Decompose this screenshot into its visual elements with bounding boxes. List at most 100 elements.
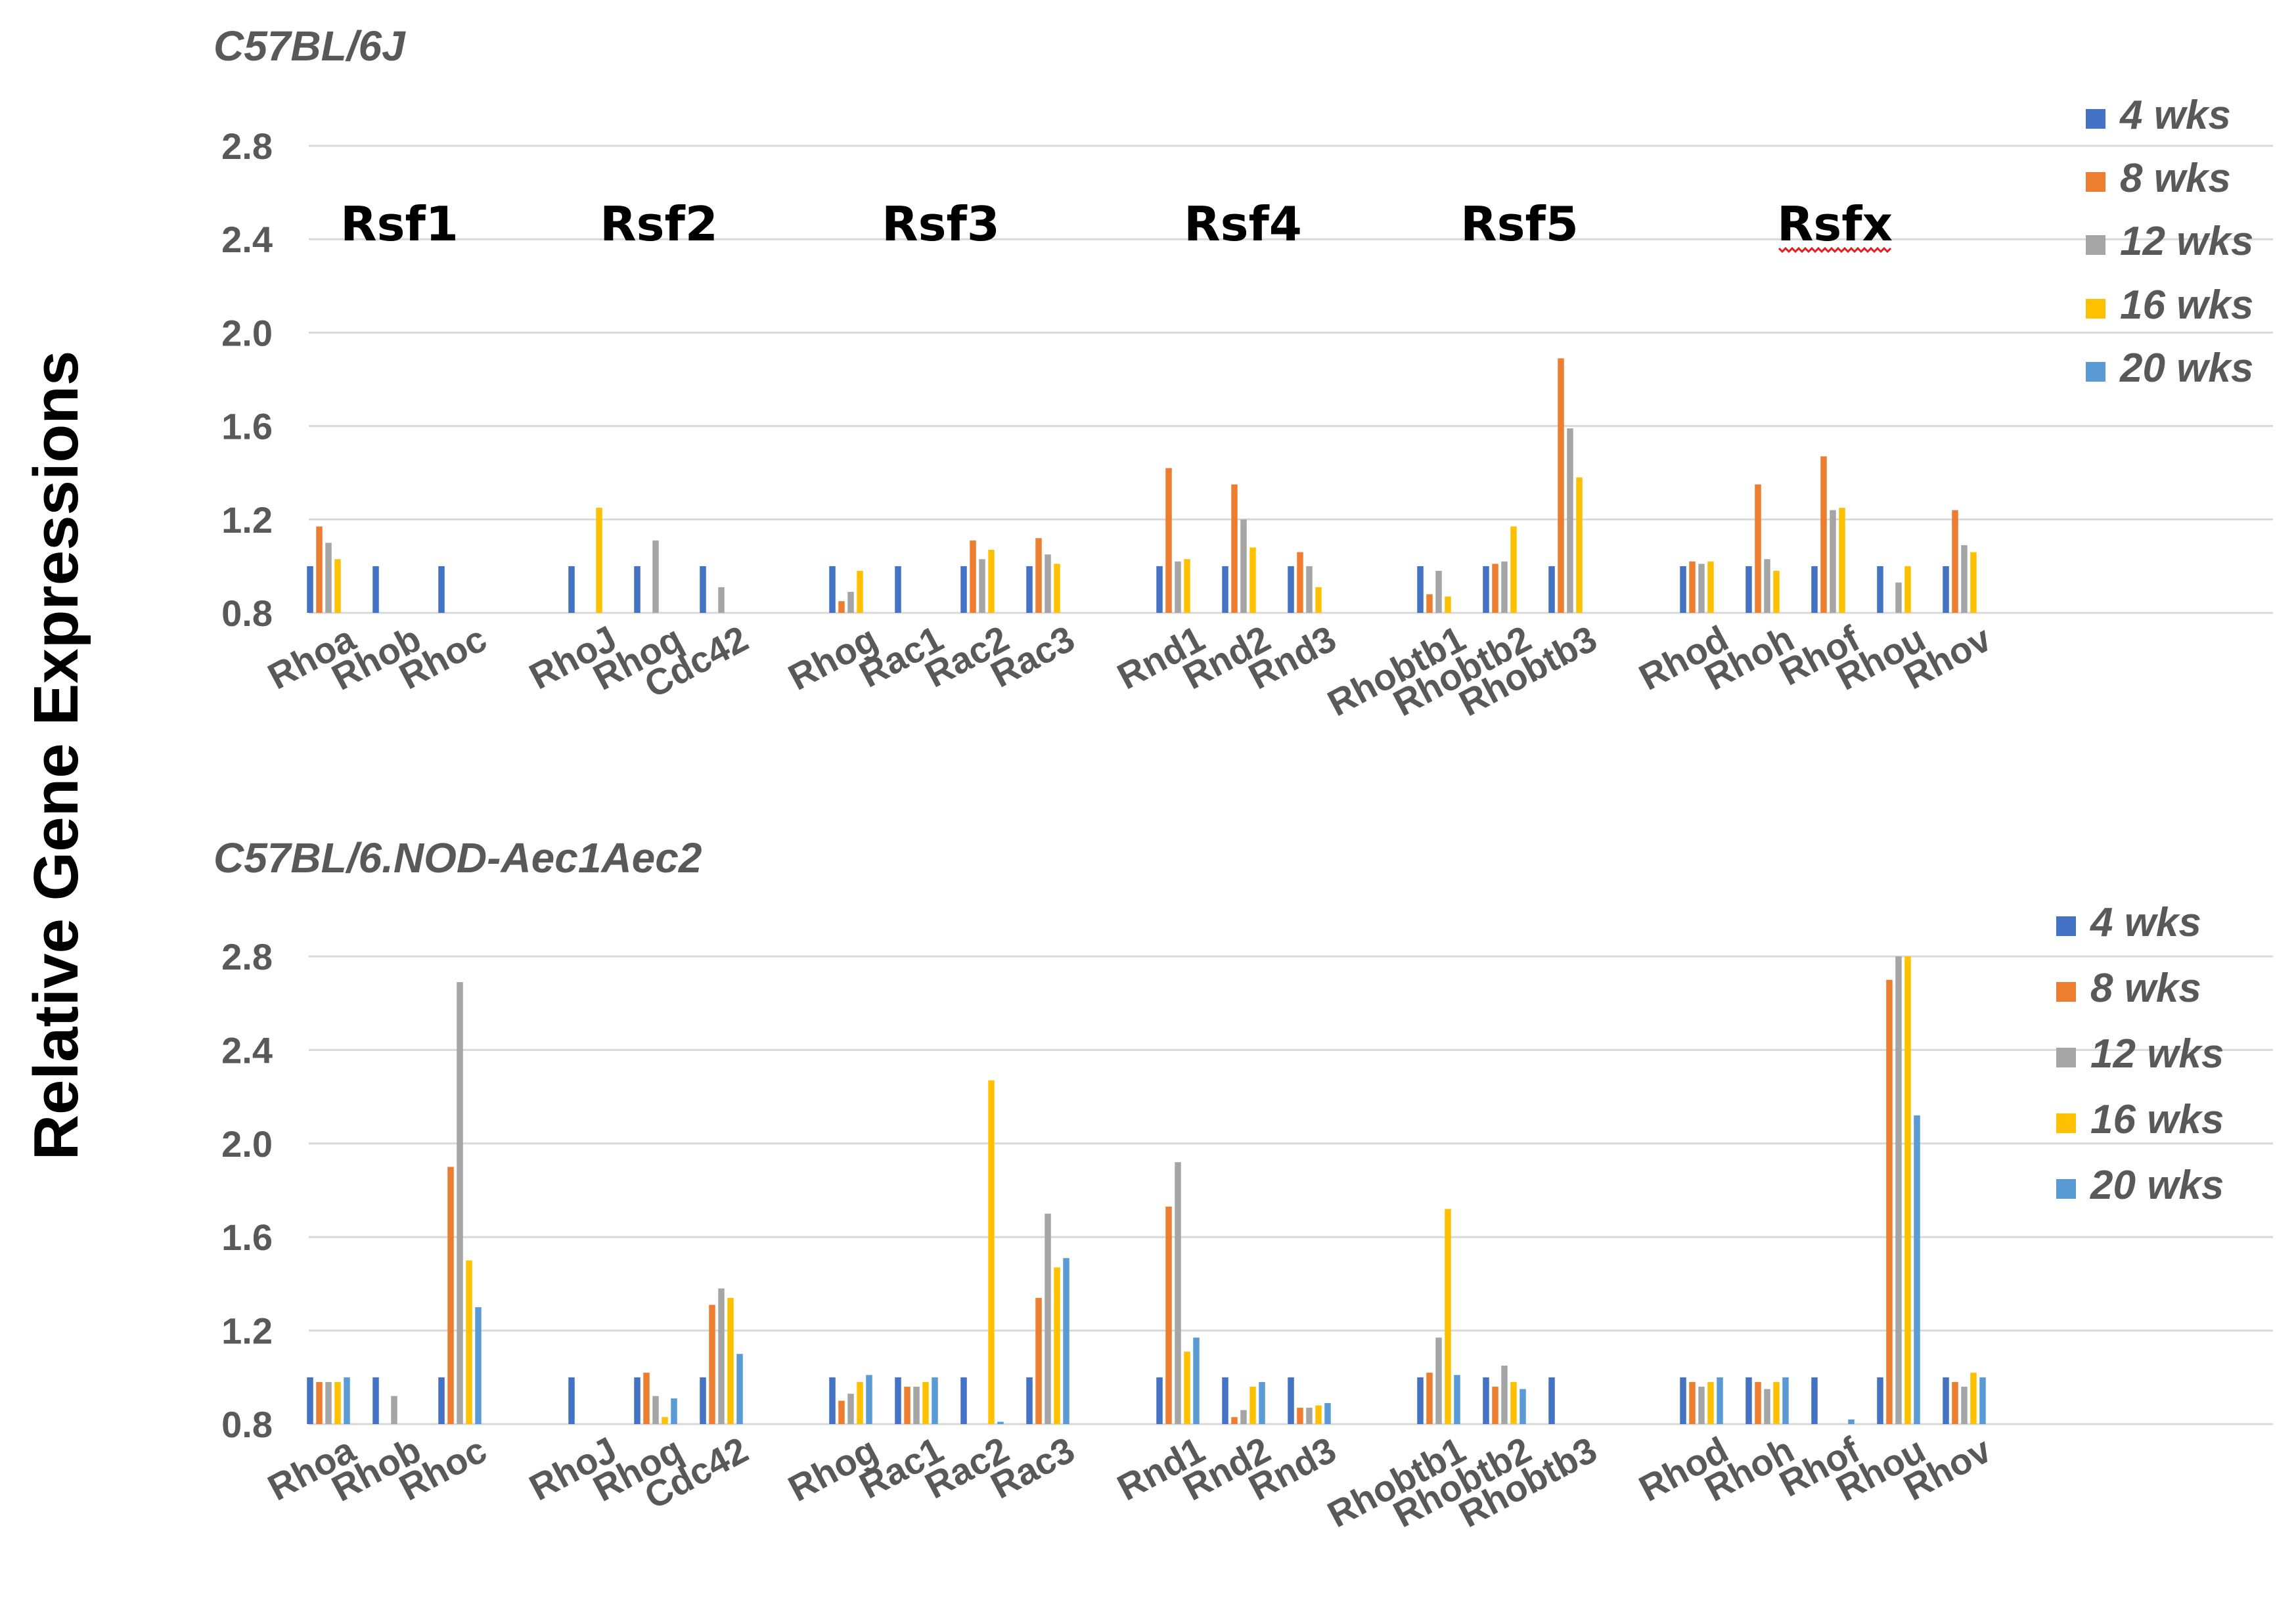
bar-rac1-12-wks <box>913 1387 920 1424</box>
bar-rnd2-4-wks <box>1222 1377 1228 1424</box>
bar-rac3-8-wks <box>1035 1297 1042 1424</box>
bar-rhov-16-wks <box>1970 552 1977 613</box>
bar-rnd2-4-wks <box>1222 566 1228 613</box>
bar-rnd1-4-wks <box>1156 1377 1163 1424</box>
bar-rnd3-8-wks <box>1297 552 1303 613</box>
bar-rhobtb2-20-wks <box>1519 1389 1526 1424</box>
bar-rhoq-12-wks <box>652 1396 659 1424</box>
bar-rac3-12-wks <box>1045 1213 1051 1424</box>
bar-rhod-8-wks <box>1689 561 1696 613</box>
y-axis-title: Relative Gene Expressions <box>21 351 91 1161</box>
bar-rnd2-16-wks <box>1249 547 1256 613</box>
y-tick-label: 1.2 <box>221 499 273 541</box>
bar-rhobtb2-8-wks <box>1492 1387 1498 1424</box>
group-label-rsf2: Rsf2 <box>600 196 718 252</box>
bar-rac3-16-wks <box>1054 1267 1060 1424</box>
bar-rhoa-4-wks <box>307 1377 313 1424</box>
bar-rhoh-20-wks <box>1782 1377 1789 1424</box>
bar-cdc42-4-wks <box>700 566 706 613</box>
chart-title: C57BL/6J <box>214 22 406 70</box>
bar-rac2-16-wks <box>988 550 995 613</box>
bar-cdc42-20-wks <box>736 1354 743 1424</box>
bar-cdc42-12-wks <box>718 1288 725 1424</box>
bar-rnd2-16-wks <box>1249 1387 1256 1424</box>
bar-rnd3-4-wks <box>1288 1377 1294 1424</box>
bar-rac1-16-wks <box>922 1381 929 1424</box>
legend-label-8-wks: 8 wks <box>2090 966 2201 1011</box>
bar-rhoa-8-wks <box>316 526 323 613</box>
bar-rhobtb2-12-wks <box>1501 1366 1508 1424</box>
bar-rac3-16-wks <box>1054 564 1060 613</box>
bar-rhoc-12-wks <box>457 982 463 1424</box>
bar-rhoa-16-wks <box>334 1381 341 1424</box>
legend-swatch-4-wks <box>2086 109 2105 129</box>
bar-rhoc-4-wks <box>438 1377 445 1424</box>
legend-swatch-8-wks <box>2086 172 2105 192</box>
legend-swatch-16-wks <box>2086 299 2105 319</box>
bar-rhof-12-wks <box>1830 510 1836 613</box>
bar-rnd3-12-wks <box>1306 1408 1313 1424</box>
y-tick-label: 2.8 <box>221 125 273 167</box>
y-tick-label: 2.8 <box>221 936 273 977</box>
y-tick-label: 0.8 <box>221 1404 273 1445</box>
legend-label-12-wks: 12 wks <box>2090 1031 2224 1077</box>
bar-rhou-8-wks <box>1886 979 1893 1424</box>
bar-rhou-16-wks <box>1904 566 1911 613</box>
bar-rhou-4-wks <box>1877 1377 1883 1424</box>
bar-rnd3-16-wks <box>1315 587 1322 613</box>
bar-rhobtb2-8-wks <box>1492 564 1498 613</box>
bar-rhoc-4-wks <box>438 566 445 613</box>
bar-rhof-4-wks <box>1811 566 1818 613</box>
group-label-rsfx: Rsfx <box>1777 196 1893 252</box>
bar-rhoh-16-wks <box>1773 1381 1780 1424</box>
bar-rhoq-4-wks <box>634 566 641 613</box>
chart-c57bl6j: C57BL/6J 0.8 1.2 1.6 2.0 2.4 2.8 Rsf1 Rsf2 Rsf3 Rs… <box>214 22 2273 724</box>
bar-cdc42-16-wks <box>727 1297 734 1424</box>
spellcheck-underline <box>1778 246 1892 254</box>
bar-rac1-20-wks <box>932 1377 938 1424</box>
group-label-rsf4: Rsf4 <box>1184 196 1302 252</box>
bar-rnd2-8-wks <box>1231 484 1238 613</box>
bar-rhoh-8-wks <box>1755 484 1761 613</box>
bar-rnd1-16-wks <box>1184 1351 1190 1424</box>
bar-rhod-8-wks <box>1689 1381 1696 1424</box>
bar-rhoh-8-wks <box>1755 1381 1761 1424</box>
bar-rhob-12-wks <box>391 1396 397 1424</box>
bar-rhobtb2-16-wks <box>1510 1381 1517 1424</box>
bar-rhov-8-wks <box>1952 510 1958 613</box>
bar-rac2-12-wks <box>979 559 985 613</box>
bar-rnd2-12-wks <box>1240 1410 1247 1424</box>
group-label-rsf1: Rsf1 <box>340 196 459 252</box>
bar-rhobtb1-8-wks <box>1426 1372 1433 1424</box>
legend-label-20-wks: 20 wks <box>2119 346 2253 391</box>
bar-rhod-16-wks <box>1707 561 1714 613</box>
bar-rac3-4-wks <box>1026 566 1033 613</box>
bar-rhov-20-wks <box>1979 1377 1986 1424</box>
bar-rhog-8-wks <box>838 601 845 613</box>
bar-rhobtb3-16-wks <box>1576 477 1583 613</box>
group-label-rsf5: Rsf5 <box>1460 196 1579 252</box>
legend-swatch-12-wks <box>2086 235 2105 255</box>
bar-rhobtb2-16-wks <box>1510 526 1517 613</box>
bar-rnd1-8-wks <box>1165 1206 1172 1424</box>
bar-rhou-4-wks <box>1877 566 1883 613</box>
bar-rhoj-16-wks <box>596 508 602 613</box>
bar-rhog-4-wks <box>829 1377 836 1424</box>
bar-rac1-4-wks <box>895 566 901 613</box>
bar-rhof-20-wks <box>1848 1419 1855 1424</box>
bar-rhoj-4-wks <box>568 1377 575 1424</box>
bar-rac2-20-wks <box>997 1421 1004 1424</box>
bar-rhoh-4-wks <box>1745 1377 1752 1424</box>
bar-rhod-12-wks <box>1698 1387 1705 1424</box>
bar-rhog-16-wks <box>857 1381 863 1424</box>
bar-rnd1-20-wks <box>1193 1337 1200 1424</box>
bar-rhov-4-wks <box>1943 566 1949 613</box>
bar-rhog-4-wks <box>829 566 836 613</box>
bar-rnd3-12-wks <box>1306 566 1313 613</box>
bar-rhobtb1-12-wks <box>1435 571 1442 613</box>
chart-c57bl6-nod-aec1aec2: C57BL/6.NOD-Aec1Aec20.81.21.62.02.42.8Rh… <box>214 834 2273 1535</box>
bar-rac2-4-wks <box>960 566 967 613</box>
bar-rhof-4-wks <box>1811 1377 1818 1424</box>
bar-rhoq-16-wks <box>662 1417 668 1424</box>
bar-rac3-20-wks <box>1063 1258 1069 1424</box>
